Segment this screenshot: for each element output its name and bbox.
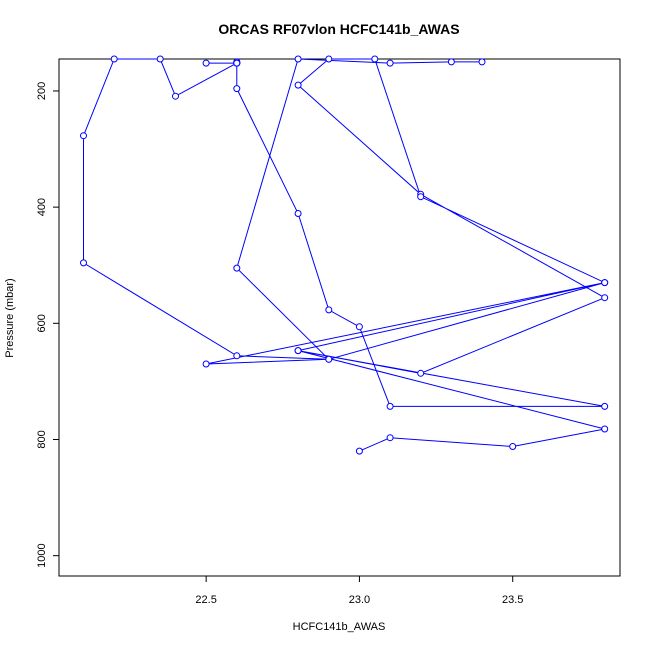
data-point — [156, 55, 164, 63]
y-axis: 200 400 600 800 1000 — [36, 82, 59, 568]
data-point — [371, 55, 379, 63]
data-point — [417, 369, 425, 377]
data-point — [233, 264, 241, 272]
data-point — [325, 55, 333, 63]
chart-title: ORCAS RF07vlon HCFC141b_AWAS — [218, 21, 459, 37]
y-tick-label: 200 — [36, 82, 48, 100]
data-point — [601, 402, 609, 410]
data-point — [417, 193, 425, 201]
data-point — [233, 85, 241, 93]
x-axis: 22.5 23.0 23.5 — [195, 576, 523, 606]
data-point — [386, 402, 394, 410]
data-point — [294, 347, 302, 355]
data-point — [202, 59, 210, 67]
data-point — [355, 323, 363, 331]
y-tick-label: 400 — [36, 198, 48, 216]
series-layer — [80, 55, 609, 455]
data-point — [386, 434, 394, 442]
x-tick-label: 23.5 — [502, 594, 523, 606]
x-tick-label: 22.5 — [195, 594, 216, 606]
data-point — [601, 294, 609, 302]
data-point — [294, 81, 302, 89]
data-point — [478, 58, 486, 66]
y-tick-label: 1000 — [36, 543, 48, 567]
data-point — [355, 447, 363, 455]
data-point — [386, 59, 394, 67]
data-point — [294, 210, 302, 217]
x-axis-label: HCFC141b_AWAS — [293, 621, 386, 633]
plot-frame — [58, 58, 621, 577]
data-point — [233, 352, 241, 360]
data-point — [80, 132, 87, 140]
data-point — [447, 58, 455, 66]
data-point — [294, 55, 302, 63]
data-point — [509, 443, 517, 450]
series-line — [83, 58, 607, 452]
data-point — [110, 55, 118, 63]
data-point — [202, 360, 210, 368]
data-point — [601, 425, 609, 433]
y-tick-label: 800 — [36, 430, 48, 448]
y-axis-label: Pressure (mbar) — [4, 278, 16, 357]
data-point — [172, 92, 179, 100]
data-point — [233, 59, 241, 67]
data-point — [601, 279, 609, 287]
y-tick-label: 600 — [36, 314, 48, 332]
data-point — [80, 259, 87, 267]
data-point — [325, 355, 333, 363]
x-tick-label: 23.0 — [349, 594, 370, 606]
data-point — [325, 306, 333, 314]
